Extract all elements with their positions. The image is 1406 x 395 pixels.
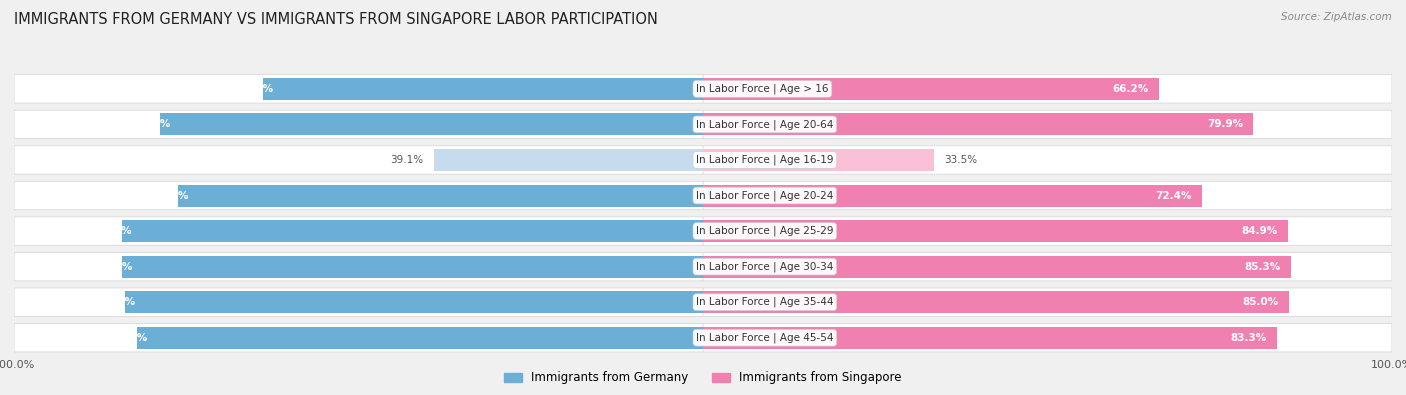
FancyBboxPatch shape	[14, 252, 703, 281]
FancyBboxPatch shape	[703, 146, 1392, 174]
Bar	[433, 149, 703, 171]
FancyBboxPatch shape	[14, 217, 703, 245]
Bar	[138, 327, 703, 349]
Text: In Labor Force | Age 35-44: In Labor Force | Age 35-44	[696, 297, 834, 307]
Text: 79.9%: 79.9%	[1206, 119, 1243, 130]
Bar	[125, 291, 703, 313]
Bar	[703, 78, 1159, 100]
Bar	[121, 220, 703, 242]
Text: Source: ZipAtlas.com: Source: ZipAtlas.com	[1281, 12, 1392, 22]
Text: In Labor Force | Age 45-54: In Labor Force | Age 45-54	[696, 333, 834, 343]
Text: 39.1%: 39.1%	[391, 155, 423, 165]
Bar	[703, 220, 1288, 242]
Text: 84.9%: 84.9%	[1241, 226, 1278, 236]
Bar	[122, 256, 703, 278]
FancyBboxPatch shape	[703, 110, 1392, 139]
FancyBboxPatch shape	[14, 110, 703, 139]
Text: 84.4%: 84.4%	[96, 226, 132, 236]
FancyBboxPatch shape	[14, 181, 703, 210]
FancyBboxPatch shape	[703, 217, 1392, 245]
Text: 83.3%: 83.3%	[1230, 333, 1267, 343]
Legend: Immigrants from Germany, Immigrants from Singapore: Immigrants from Germany, Immigrants from…	[499, 367, 907, 389]
Text: In Labor Force | Age 20-64: In Labor Force | Age 20-64	[696, 119, 834, 130]
Bar	[703, 184, 1202, 207]
FancyBboxPatch shape	[703, 75, 1392, 103]
Bar	[703, 113, 1254, 135]
Text: 85.3%: 85.3%	[1244, 261, 1281, 272]
FancyBboxPatch shape	[703, 252, 1392, 281]
Text: In Labor Force | Age 20-24: In Labor Force | Age 20-24	[696, 190, 834, 201]
Bar	[160, 113, 703, 135]
Text: 83.9%: 83.9%	[100, 297, 135, 307]
Text: In Labor Force | Age 16-19: In Labor Force | Age 16-19	[696, 155, 834, 165]
FancyBboxPatch shape	[14, 324, 703, 352]
FancyBboxPatch shape	[14, 75, 703, 103]
Text: 82.1%: 82.1%	[111, 333, 148, 343]
FancyBboxPatch shape	[14, 146, 703, 174]
Text: 76.2%: 76.2%	[152, 190, 188, 201]
Text: 63.9%: 63.9%	[238, 84, 273, 94]
FancyBboxPatch shape	[14, 288, 703, 316]
Bar	[179, 184, 703, 207]
Text: 33.5%: 33.5%	[945, 155, 977, 165]
Bar	[703, 327, 1277, 349]
Bar	[703, 291, 1289, 313]
Text: 85.0%: 85.0%	[1241, 297, 1278, 307]
Bar	[703, 256, 1291, 278]
FancyBboxPatch shape	[703, 181, 1392, 210]
Bar	[703, 149, 934, 171]
Bar	[263, 78, 703, 100]
Text: IMMIGRANTS FROM GERMANY VS IMMIGRANTS FROM SINGAPORE LABOR PARTICIPATION: IMMIGRANTS FROM GERMANY VS IMMIGRANTS FR…	[14, 12, 658, 27]
FancyBboxPatch shape	[703, 324, 1392, 352]
Text: 72.4%: 72.4%	[1154, 190, 1191, 201]
Text: 66.2%: 66.2%	[1112, 84, 1149, 94]
Text: In Labor Force | Age > 16: In Labor Force | Age > 16	[696, 84, 828, 94]
Text: In Labor Force | Age 25-29: In Labor Force | Age 25-29	[696, 226, 834, 236]
Text: 84.3%: 84.3%	[96, 261, 132, 272]
Text: In Labor Force | Age 30-34: In Labor Force | Age 30-34	[696, 261, 834, 272]
FancyBboxPatch shape	[703, 288, 1392, 316]
Text: 78.8%: 78.8%	[134, 119, 170, 130]
